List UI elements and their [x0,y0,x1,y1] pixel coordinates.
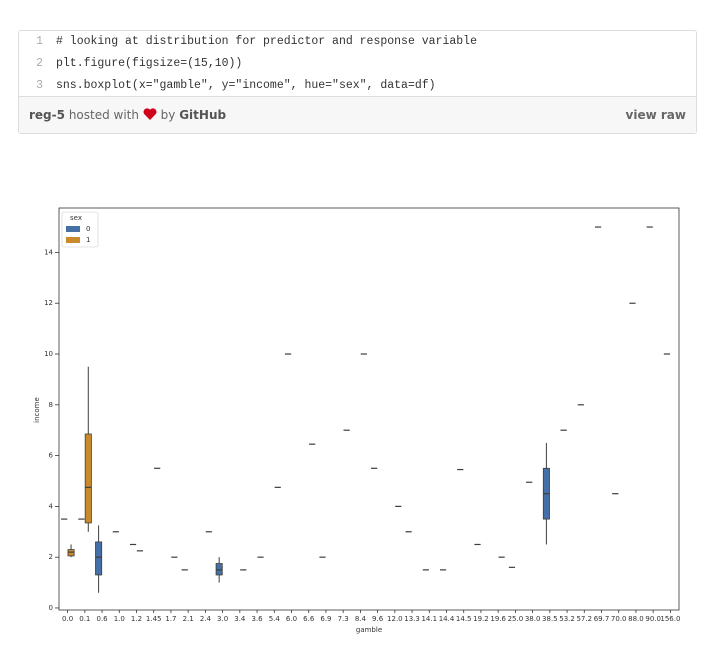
box [215,563,223,576]
y-tick-label: 4 [49,502,54,510]
x-tick-label: 14.4 [439,615,455,623]
footer-meta: reg-5 hosted with by GitHub [29,97,226,133]
x-tick-label: 3.4 [234,615,246,623]
github-link[interactable]: GitHub [179,108,227,122]
x-tick-label: 156.0 [660,615,680,623]
legend-label: 0 [86,225,90,233]
line-number: 1 [36,35,43,48]
x-tick-label: 6.6 [303,615,315,623]
x-tick-label: 7.3 [338,615,349,623]
line-number: 3 [36,79,43,92]
y-tick-label: 14 [44,248,53,256]
y-tick-label: 0 [49,604,53,612]
x-tick-label: 9.6 [372,615,384,623]
x-tick-label: 38.5 [542,615,558,623]
y-tick-label: 2 [49,553,53,561]
y-tick-label: 10 [44,350,53,358]
x-tick-label: 8.4 [355,615,367,623]
box [95,541,103,576]
y-tick-label: 8 [49,401,53,409]
x-tick-label: 2.1 [183,615,194,623]
file-link[interactable]: reg-5 [29,108,65,122]
x-tick-label: 38.0 [525,615,541,623]
x-tick-label: 0.6 [96,615,108,623]
hosted-text: hosted with [68,108,139,122]
x-tick-label: 1.2 [131,615,142,623]
x-tick-label: 3.0 [217,615,228,623]
y-tick-label: 6 [49,452,54,460]
x-tick-label: 6.0 [286,615,297,623]
x-tick-label: 25.0 [508,615,524,623]
box [67,549,75,557]
x-tick-label: 12.0 [387,615,403,623]
x-tick-label: 88.0 [628,615,644,623]
legend-title: sex [70,214,82,222]
code: plt.figure(figsize=(15,10)) [56,57,243,70]
x-tick-label: 13.3 [404,615,420,623]
x-tick-label: 19.6 [490,615,506,623]
x-tick-label: 90.0 [645,615,661,623]
gist-footer: reg-5 hosted with by GitHub view raw [19,96,696,133]
line-number: 2 [36,57,43,70]
x-axis-label: gamble [356,626,382,634]
gist: 1 # looking at distribution for predictor… [18,30,697,134]
x-tick-label: 14.1 [421,615,437,623]
code: # looking at distribution for predictor … [56,35,477,48]
by-text: by [160,108,176,122]
legend-label: 1 [86,236,90,244]
code: sns.boxplot(x="gamble", y="income", hue=… [56,79,436,92]
box [84,433,92,524]
x-tick-label: 1.7 [165,615,176,623]
x-tick-label: 1.0 [114,615,125,623]
x-tick-label: 14.5 [456,615,472,623]
x-tick-label: 57.2 [576,615,592,623]
x-tick-label: 0.0 [62,615,73,623]
view-raw-link[interactable]: view raw [625,108,686,122]
x-tick-label: 5.4 [269,615,281,623]
y-tick-label: 12 [44,299,53,307]
x-tick-label: 2.4 [200,615,212,623]
x-tick-label: 19.2 [473,615,489,623]
legend-swatch [66,226,80,232]
x-tick-label: 0.1 [79,615,90,623]
plot-frame [58,207,680,611]
x-tick-label: 70.0 [611,615,627,623]
x-tick-label: 69.7 [594,615,610,623]
heart-icon [143,108,157,120]
legend-swatch [66,237,80,243]
x-tick-label: 3.6 [251,615,263,623]
x-tick-label: 6.9 [320,615,331,623]
x-tick-label: 1.45 [146,615,162,623]
y-axis-label: income [33,397,41,423]
x-tick-label: 53.2 [559,615,575,623]
